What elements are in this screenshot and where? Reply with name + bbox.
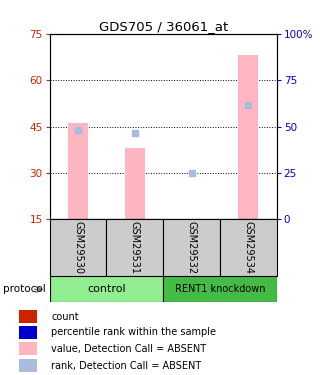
Text: GSM29532: GSM29532 (187, 221, 196, 274)
Bar (19, 310, 36, 323)
Bar (163, 219, 220, 276)
Bar (68, 123, 88, 219)
Title: GDS705 / 36061_at: GDS705 / 36061_at (99, 20, 228, 33)
Bar (220, 219, 277, 276)
Text: percentile rank within the sample: percentile rank within the sample (51, 327, 216, 337)
Text: value, Detection Call = ABSENT: value, Detection Call = ABSENT (51, 344, 206, 354)
Text: control: control (87, 284, 126, 294)
Bar (19, 359, 36, 372)
Bar (50, 276, 163, 302)
Text: GSM29530: GSM29530 (73, 221, 83, 274)
Bar (19, 326, 36, 339)
Text: protocol: protocol (3, 285, 46, 294)
Bar (106, 219, 163, 276)
Bar (238, 56, 258, 219)
Text: GSM29534: GSM29534 (244, 221, 253, 274)
Text: rank, Detection Call = ABSENT: rank, Detection Call = ABSENT (51, 361, 202, 371)
Text: RENT1 knockdown: RENT1 knockdown (175, 284, 265, 294)
Bar (19, 342, 36, 355)
Bar (163, 276, 277, 302)
Bar (125, 148, 145, 219)
Bar (50, 219, 106, 276)
Text: GSM29531: GSM29531 (130, 221, 140, 274)
Text: count: count (51, 312, 79, 322)
